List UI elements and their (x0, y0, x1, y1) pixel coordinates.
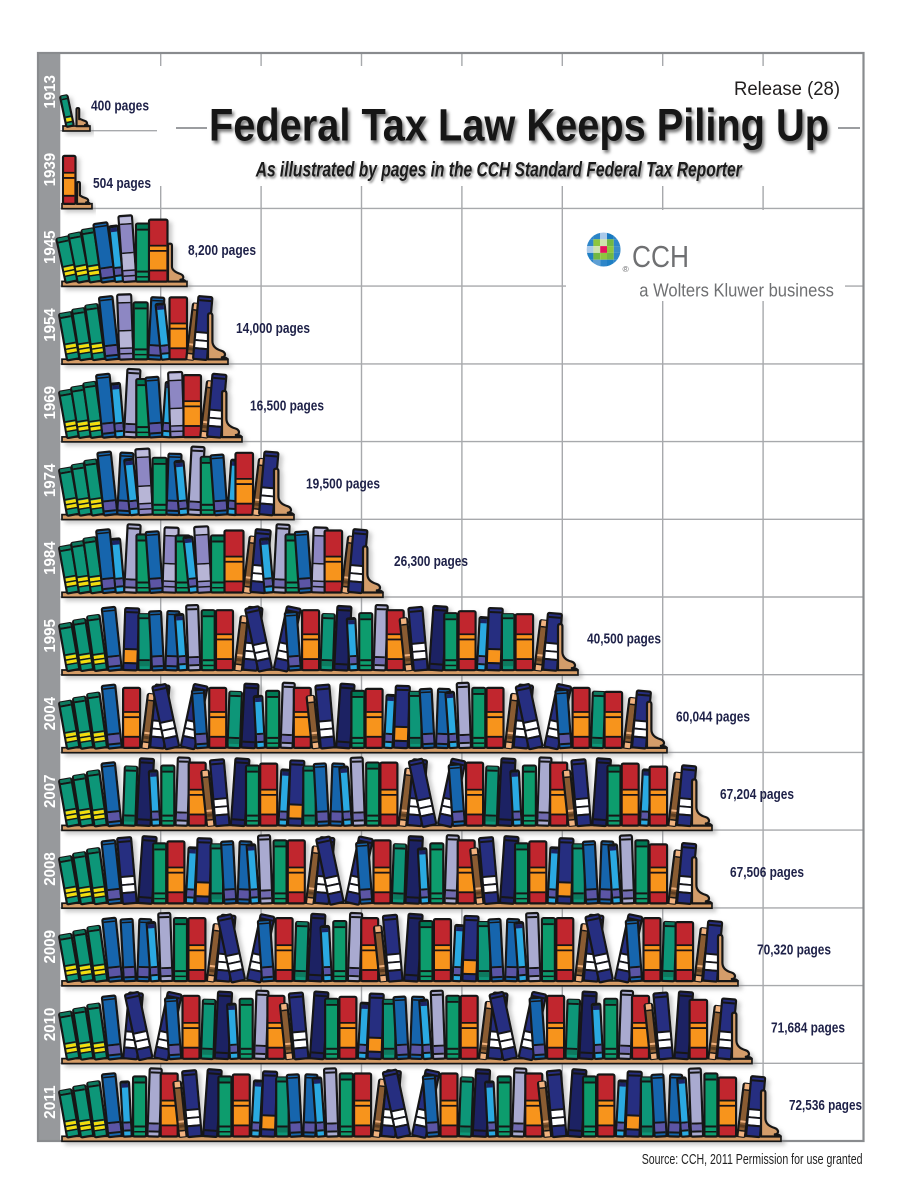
svg-text:Federal Tax Law Keeps Piling U: Federal Tax Law Keeps Piling Up (209, 100, 829, 151)
svg-text:1995: 1995 (42, 619, 59, 653)
svg-text:2007: 2007 (42, 775, 59, 809)
svg-text:60,044 pages: 60,044 pages (676, 708, 750, 725)
svg-text:Release (28): Release (28) (734, 78, 840, 100)
svg-text:1969: 1969 (42, 386, 59, 420)
svg-text:1913: 1913 (42, 75, 59, 109)
svg-text:400 pages: 400 pages (91, 98, 149, 115)
svg-text:2011: 2011 (42, 1085, 59, 1119)
svg-text:70,320 pages: 70,320 pages (757, 942, 831, 959)
svg-text:1945: 1945 (42, 230, 59, 264)
svg-text:1939: 1939 (42, 152, 59, 186)
svg-text:16,500 pages: 16,500 pages (250, 398, 324, 415)
svg-text:1984: 1984 (42, 541, 59, 575)
svg-text:504 pages: 504 pages (93, 175, 151, 192)
svg-text:72,536 pages: 72,536 pages (789, 1097, 862, 1114)
svg-text:2010: 2010 (42, 1008, 59, 1042)
svg-text:Source: CCH, 2011 Permission f: Source: CCH, 2011 Permission for use gra… (642, 1152, 863, 1168)
svg-text:2004: 2004 (42, 696, 59, 730)
svg-text:19,500 pages: 19,500 pages (306, 475, 380, 492)
svg-text:67,204 pages: 67,204 pages (720, 786, 794, 803)
svg-text:2009: 2009 (42, 930, 59, 964)
svg-text:2008: 2008 (42, 852, 59, 886)
svg-text:26,300 pages: 26,300 pages (394, 553, 468, 570)
svg-text:67,506 pages: 67,506 pages (730, 864, 804, 881)
svg-text:1974: 1974 (42, 463, 59, 497)
svg-text:®: ® (623, 264, 630, 274)
svg-text:71,684 pages: 71,684 pages (771, 1019, 845, 1036)
svg-text:CCH: CCH (632, 239, 689, 274)
svg-text:1954: 1954 (42, 308, 59, 342)
svg-text:40,500 pages: 40,500 pages (587, 631, 661, 648)
svg-text:14,000 pages: 14,000 pages (236, 320, 310, 337)
svg-text:8,200 pages: 8,200 pages (188, 242, 256, 259)
svg-text:a Wolters Kluwer business: a Wolters Kluwer business (639, 280, 834, 301)
svg-text:As illustrated by pages in the: As illustrated by pages in the CCH Stand… (255, 158, 743, 182)
